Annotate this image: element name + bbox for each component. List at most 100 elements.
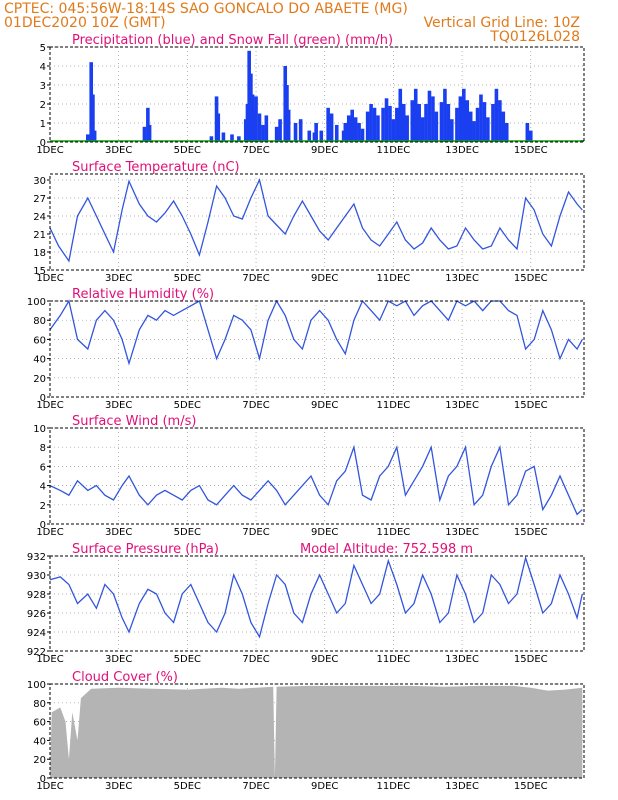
precip-ytick: 1 (40, 119, 46, 130)
cloud-xtick: 7DEC (242, 781, 269, 792)
wind-frame (49, 427, 585, 525)
temp-xtick: 9DEC (311, 273, 338, 284)
cloud-title: Cloud Cover (%) (72, 670, 178, 685)
precip-bar (369, 104, 373, 142)
cloud-panel: 0 20 40 60 80 100 1DEC 3DEC 5DEC 7DEC 9DEC 11DEC 13D… (27, 670, 585, 792)
precip-bar (398, 88, 403, 142)
precip-bar (264, 115, 269, 142)
temp-ytick: 15 (33, 266, 46, 277)
precip-ytick: 5 (40, 43, 46, 54)
pressure-xtick: 1DEC (36, 654, 63, 665)
temp-xtick: 15DEC (514, 273, 548, 284)
pressure-line (49, 555, 583, 639)
precip-bar (431, 96, 435, 142)
precip-bar (427, 90, 432, 142)
precip-bar (482, 102, 487, 142)
humidity-xtick: 11DEC (377, 400, 411, 411)
precip-bar (486, 117, 490, 142)
humidity-ytick: 0 (40, 393, 46, 404)
wind-xtick: 7DEC (242, 527, 269, 538)
precip-bar (278, 119, 282, 142)
precip-bar (147, 124, 152, 142)
temp-ytick: 18 (33, 248, 46, 259)
precip-bar (434, 111, 439, 142)
temp-xtick: 1DEC (36, 273, 63, 284)
cloud-ytick: 40 (33, 736, 46, 747)
humidity-title: Relative Humidity (%) (72, 287, 214, 302)
precip-bar (501, 111, 506, 142)
precip-bar (468, 111, 473, 142)
precip-bar (307, 130, 312, 142)
precip-bar (346, 115, 351, 142)
cloud-xtick: 13DEC (445, 781, 479, 792)
precip-bar (413, 88, 418, 142)
precip-xtick: 13DEC (445, 145, 479, 156)
precip-bar (274, 126, 279, 142)
precip-bar (443, 88, 447, 142)
precip-bar (449, 119, 454, 142)
precip-bar (334, 124, 339, 142)
temp-frame (49, 173, 585, 271)
precip-bar (462, 88, 466, 142)
precip-bar (85, 134, 90, 142)
precip-xtick: 9DEC (311, 145, 338, 156)
temp-ytick: 30 (33, 176, 46, 187)
precip-bar (261, 124, 265, 142)
cloud-xtick: 5DEC (174, 781, 201, 792)
precip-bar (360, 128, 365, 142)
precip-xtick: 7DEC (242, 145, 269, 156)
precip-bar (286, 109, 291, 142)
wind-xtick: 5DEC (174, 527, 201, 538)
pressure-ytick: 932 (27, 552, 46, 563)
cloud-ytick: 0 (40, 774, 46, 785)
temp-ytick: 24 (33, 212, 46, 223)
precip-ytick: 3 (40, 81, 46, 92)
wind-panel: 0 2 4 6 8 10 1DEC 3DEC 5DEC 7DEC 9DEC 11DEC 13DEC 15D… (33, 414, 585, 538)
header-grid-line: Vertical Grid Line: 10Z (424, 15, 580, 31)
temp-xtick: 5DEC (174, 273, 201, 284)
pressure-xtick: 3DEC (105, 654, 132, 665)
precip-bar (475, 107, 480, 142)
header-date: 01DEC2020 10Z (GMT) (4, 15, 166, 31)
wind-xtick: 9DEC (311, 527, 338, 538)
pressure-ytick: 922 (27, 647, 46, 658)
precip-bar (314, 123, 318, 142)
precip-bar (395, 107, 399, 142)
cloud-xtick: 11DEC (377, 781, 411, 792)
precip-title: Precipitation (blue) and Snow Fall (gree… (72, 33, 393, 48)
humidity-ytick: 20 (33, 374, 46, 385)
pressure-frame (49, 555, 585, 652)
wind-ytick: 10 (33, 424, 46, 435)
precip-bar (384, 98, 389, 142)
precip-bar (498, 100, 502, 142)
precip-bar (319, 130, 324, 142)
temp-xtick: 3DEC (105, 273, 132, 284)
precip-bar (410, 100, 415, 142)
temp-panel: 15 18 21 24 27 30 1DEC 3DEC 5DEC 7DEC 9DEC 11DEC 13D… (33, 160, 585, 284)
precip-bar (365, 111, 370, 142)
humidity-xtick: 5DEC (174, 400, 201, 411)
pressure-xtick: 9DEC (311, 654, 338, 665)
wind-ytick: 8 (40, 443, 46, 454)
precip-bar (209, 136, 214, 142)
precip-bar (479, 94, 483, 142)
wind-xtick: 15DEC (514, 527, 548, 538)
precip-bar (293, 123, 298, 142)
header-model: TQ0126L028 (489, 29, 580, 45)
precip-xtick: 1DEC (36, 145, 63, 156)
precip-bar (142, 126, 147, 142)
humidity-xtick: 13DEC (445, 400, 479, 411)
precip-bar (357, 123, 361, 142)
humidity-ytick: 80 (33, 316, 46, 327)
precip-ytick: 0 (40, 138, 46, 149)
precip-bar (216, 113, 221, 142)
precip-bar (424, 104, 428, 142)
precip-xtick: 5DEC (174, 145, 201, 156)
precip-bar (420, 117, 425, 142)
pressure-xtick: 7DEC (242, 654, 269, 665)
pressure-title: Surface Pressure (hPa) (72, 542, 219, 557)
cloud-xtick: 15DEC (514, 781, 548, 792)
precip-bar (221, 132, 226, 142)
humidity-xtick: 7DEC (242, 400, 269, 411)
